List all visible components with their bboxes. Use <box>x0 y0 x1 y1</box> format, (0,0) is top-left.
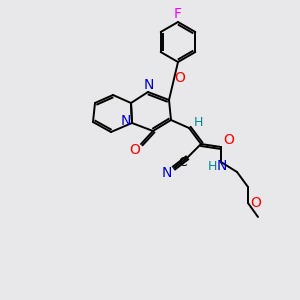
Text: F: F <box>174 7 182 21</box>
Text: O: O <box>130 143 140 157</box>
Text: H: H <box>207 160 217 172</box>
Text: N: N <box>162 166 172 180</box>
Text: N: N <box>121 114 131 128</box>
Text: N: N <box>144 78 154 92</box>
Text: O: O <box>174 71 185 85</box>
Text: C: C <box>178 157 188 169</box>
Text: H: H <box>193 116 203 130</box>
Text: O: O <box>224 133 234 147</box>
Text: O: O <box>250 196 261 210</box>
Text: N: N <box>217 159 227 173</box>
